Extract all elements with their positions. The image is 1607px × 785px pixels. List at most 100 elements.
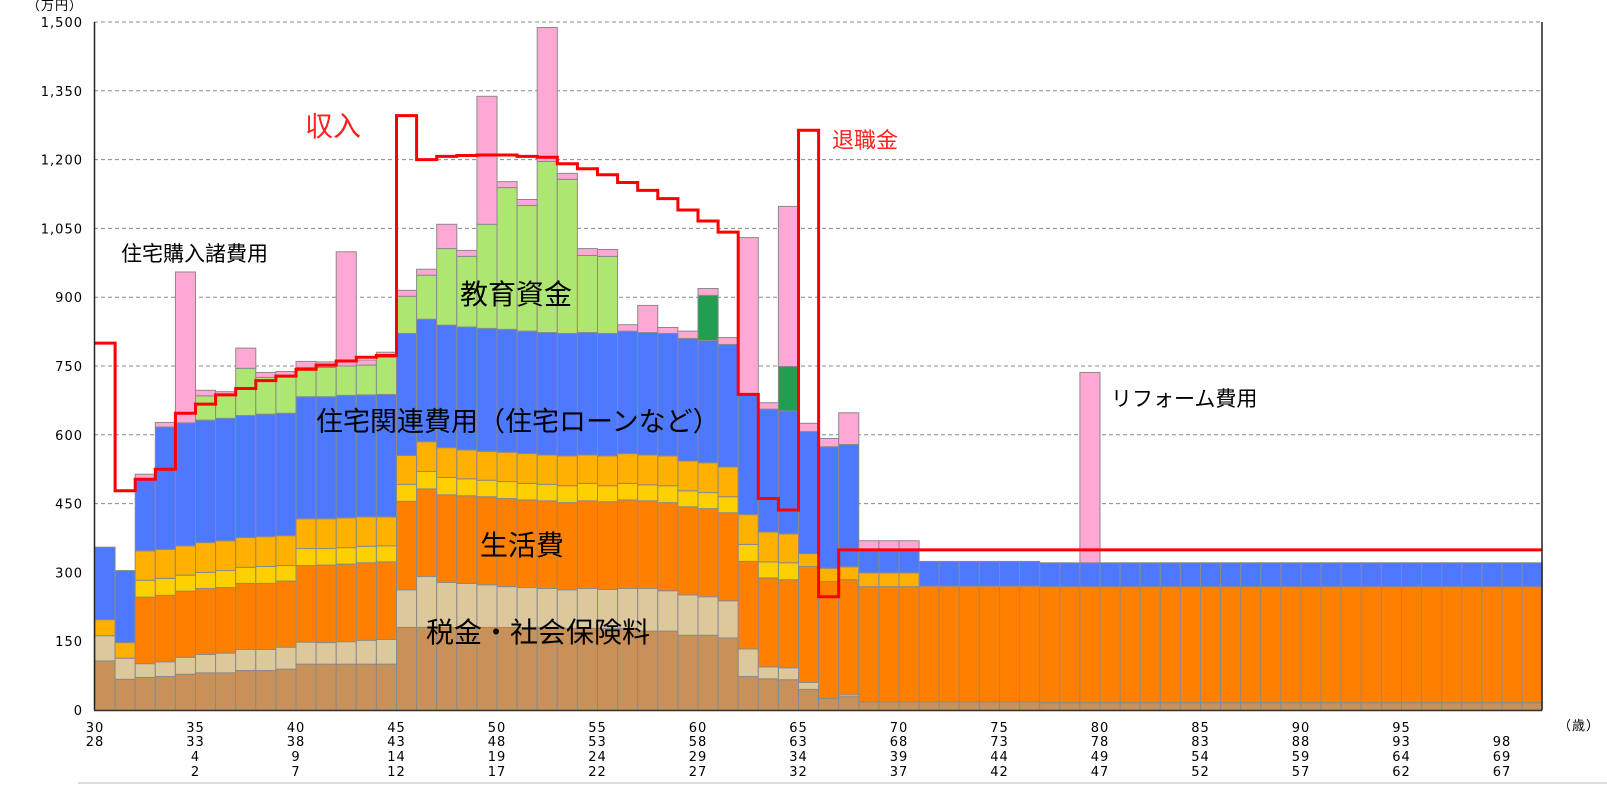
x-tick-label: 14 [387,750,406,765]
bar-segment [777,533,800,564]
bar-segment [697,492,719,510]
bar-segment [556,455,578,487]
bar-segment [114,678,136,711]
bar-segment [1019,701,1041,711]
bar-segment [235,367,257,417]
bar-segment [1240,562,1262,588]
bar-segment [737,648,759,678]
x-tick-label: 32 [789,765,808,780]
x-tick-label: 40 [287,721,306,736]
bar-segment [335,251,357,367]
bar-segment [597,255,619,334]
bar-segment [1260,702,1282,711]
bar-segment [1501,562,1523,588]
bar-segment [295,663,317,711]
bar-segment [1401,562,1423,588]
bar-segment [878,701,900,711]
bar-segment [999,585,1021,703]
bar-segment [375,663,397,711]
bar-segment [174,422,196,547]
bar-segment [1280,702,1302,711]
x-tick-label: 37 [890,765,909,780]
bar-segment [737,543,759,562]
bar-segment [315,366,337,398]
x-tick-label: 58 [689,735,708,750]
bar-segment [958,701,980,711]
bar-segment [717,466,739,498]
bar-segment [456,478,478,497]
bar-segment [1179,586,1202,704]
x-tick-label: 29 [689,750,708,765]
bar-segment [717,600,739,639]
x-tick-label: 70 [890,721,909,736]
x-tick-label: 98 [1493,735,1512,750]
bar-segment [215,652,237,674]
annotation-housing: 住宅関連費用（住宅ローンなど） [316,407,720,438]
bar-segment [1320,562,1342,588]
bar-segment [375,516,397,547]
x-tick-label: 67 [1493,765,1512,780]
bar-segment [798,681,820,690]
bar-segment [818,567,840,583]
bar-segment [1380,562,1403,588]
bar-segment [255,371,277,378]
bar-segment [677,330,699,339]
bar-segment [999,560,1021,587]
bar-segment [777,667,800,681]
bar-segment [1481,702,1503,711]
bar-segment [1260,562,1282,588]
bar-segment [174,673,196,711]
bar-segment [657,502,679,592]
bar-segment [476,223,498,329]
x-tick-label: 75 [990,721,1009,736]
bar-segment [1019,585,1041,703]
bar-segment [1501,702,1523,711]
bar-segment [1360,562,1382,588]
stacked-bars [94,27,1543,711]
bar-segment [436,223,458,250]
bar-segment [677,594,699,636]
bar-segment [1461,586,1483,704]
x-tick-label: 50 [488,721,507,736]
bar-segment [798,565,820,683]
y-axis-ticks: 0 150 300 450 600 750 900 1,050 1,200 1,350 1,500 [41,16,83,719]
bar-segment [1099,586,1121,704]
x-tick-label: 35 [186,721,205,736]
x-tick-label: 22 [588,765,607,780]
bar-segment [1441,702,1463,711]
bar-segment [295,396,317,520]
bar-segment [1360,586,1382,704]
bar-segment [154,676,176,711]
x-tick-label: 78 [1091,735,1110,750]
annotation-retirement: 退職金 [832,129,898,154]
bar-segment [536,483,558,502]
y-tick-label: 1,200 [41,154,83,169]
x-tick-label: 69 [1493,750,1512,765]
annotation-housing-purchase: 住宅購入諸費用 [121,242,268,266]
bar-segment [275,376,297,414]
bar-segment [838,696,860,711]
x-tick-label: 63 [789,735,808,750]
bar-segment [355,516,377,547]
bar-segment [717,496,739,514]
bar-segment [637,454,659,486]
y-tick-label: 1,350 [41,85,83,100]
x-tick-label: 48 [488,735,507,750]
bar-segment [1461,562,1483,588]
bar-segment [1320,702,1342,711]
bar-segment [1200,562,1222,588]
bar-segment [275,565,297,582]
bar-segment [134,596,156,665]
bar-segment [1039,702,1061,711]
bar-segment [396,295,418,334]
bar-segment [195,542,217,573]
bar-segment [215,587,237,654]
bar-segment [576,482,599,502]
bar-segment [657,485,679,504]
bar-segment [597,248,619,257]
x-tick-label: 54 [1191,750,1210,765]
bar-segment [235,347,257,369]
bar-segment [416,274,438,320]
bar-segment [878,586,900,703]
